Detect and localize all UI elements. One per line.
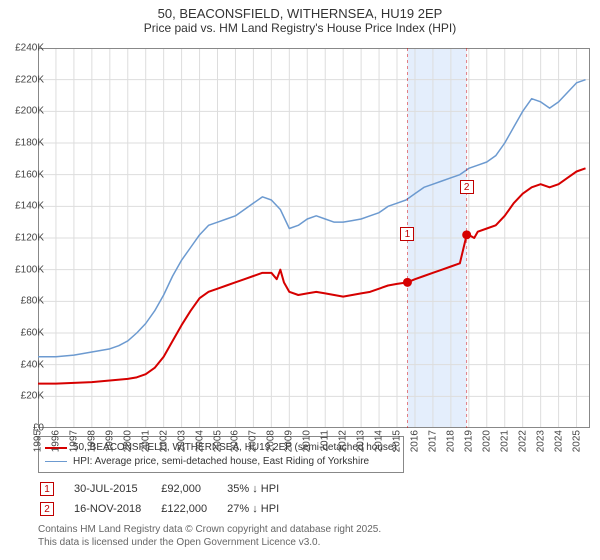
table-row: 2 16-NOV-2018 £122,000 27% ↓ HPI <box>40 500 297 518</box>
legend-swatch <box>45 461 67 462</box>
table-row: 1 30-JUL-2015 £92,000 35% ↓ HPI <box>40 480 297 498</box>
x-tick-label: 1996 <box>50 430 61 452</box>
x-tick-label: 2012 <box>338 430 349 452</box>
x-tick-label: 1995 <box>33 430 44 452</box>
x-tick-label: 2022 <box>517 430 528 452</box>
sale-delta: 35% ↓ HPI <box>227 480 297 498</box>
y-tick-label: £40K <box>4 359 44 370</box>
sale-marker-icon: 2 <box>40 502 54 516</box>
sale-delta: 27% ↓ HPI <box>227 500 297 518</box>
y-tick-label: £80K <box>4 296 44 307</box>
x-tick-label: 1998 <box>86 430 97 452</box>
footer-line1: Contains HM Land Registry data © Crown c… <box>38 524 381 537</box>
x-tick-label: 2023 <box>535 430 546 452</box>
y-tick-label: £180K <box>4 138 44 149</box>
y-tick-label: £60K <box>4 328 44 339</box>
x-tick-label: 2017 <box>427 430 438 452</box>
x-tick-label: 2021 <box>499 430 510 452</box>
legend-item-hpi: HPI: Average price, semi-detached house,… <box>45 455 397 469</box>
x-tick-label: 2013 <box>356 430 367 452</box>
sales-table: 1 30-JUL-2015 £92,000 35% ↓ HPI 2 16-NOV… <box>38 478 299 520</box>
sale-date: 16-NOV-2018 <box>74 500 159 518</box>
x-tick-label: 2006 <box>230 430 241 452</box>
x-tick-label: 2003 <box>176 430 187 452</box>
y-tick-label: £100K <box>4 264 44 275</box>
x-tick-label: 2019 <box>463 430 474 452</box>
x-tick-label: 2010 <box>302 430 313 452</box>
x-tick-label: 2020 <box>481 430 492 452</box>
title-line1: 50, BEACONSFIELD, WITHERNSEA, HU19 2EP <box>0 6 600 21</box>
sale-callout: 1 <box>400 227 414 241</box>
x-tick-label: 2002 <box>158 430 169 452</box>
x-tick-label: 2000 <box>122 430 133 452</box>
x-tick-label: 2014 <box>374 430 385 452</box>
x-tick-label: 1999 <box>104 430 115 452</box>
x-tick-label: 2015 <box>392 430 403 452</box>
y-tick-label: £160K <box>4 169 44 180</box>
x-tick-label: 2007 <box>248 430 259 452</box>
x-tick-label: 2025 <box>571 430 582 452</box>
x-tick-label: 2016 <box>409 430 420 452</box>
y-tick-label: £20K <box>4 391 44 402</box>
x-tick-label: 2004 <box>194 430 205 452</box>
sale-price: £122,000 <box>161 500 225 518</box>
y-tick-label: £220K <box>4 74 44 85</box>
x-tick-label: 2018 <box>445 430 456 452</box>
footer-line2: This data is licensed under the Open Gov… <box>38 537 381 550</box>
y-tick-label: £200K <box>4 106 44 117</box>
x-tick-label: 2009 <box>284 430 295 452</box>
sale-callout: 2 <box>460 180 474 194</box>
sale-marker-icon: 1 <box>40 482 54 496</box>
sale-date: 30-JUL-2015 <box>74 480 159 498</box>
x-tick-label: 2005 <box>212 430 223 452</box>
title-line2: Price paid vs. HM Land Registry's House … <box>0 21 600 35</box>
y-tick-label: £120K <box>4 233 44 244</box>
footer: Contains HM Land Registry data © Crown c… <box>38 524 381 549</box>
x-tick-label: 2008 <box>266 430 277 452</box>
legend-label: HPI: Average price, semi-detached house,… <box>73 455 369 469</box>
title-block: 50, BEACONSFIELD, WITHERNSEA, HU19 2EP P… <box>0 0 600 37</box>
x-tick-label: 2011 <box>320 430 331 452</box>
y-tick-label: £140K <box>4 201 44 212</box>
price-chart <box>38 48 590 428</box>
sale-price: £92,000 <box>161 480 225 498</box>
chart-container: 50, BEACONSFIELD, WITHERNSEA, HU19 2EP P… <box>0 0 600 560</box>
x-tick-label: 2001 <box>140 430 151 452</box>
y-tick-label: £240K <box>4 43 44 54</box>
x-tick-label: 2024 <box>553 430 564 452</box>
x-tick-label: 1997 <box>68 430 79 452</box>
